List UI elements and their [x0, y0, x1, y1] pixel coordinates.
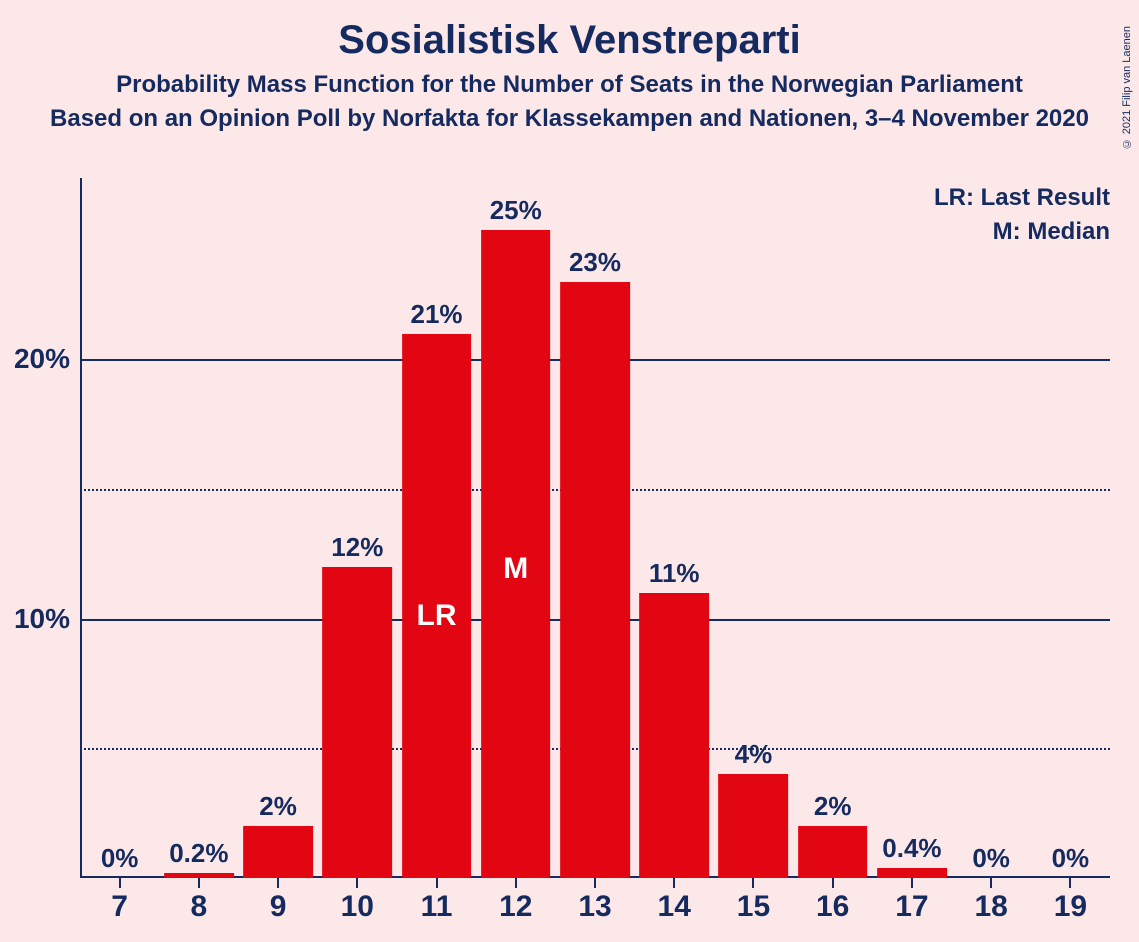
bar: 2%: [798, 826, 868, 878]
bar: 4%: [719, 774, 789, 878]
x-tick: [673, 878, 675, 888]
x-axis-label: 16: [816, 890, 849, 924]
bar-value-label: 21%: [411, 299, 463, 330]
chart-area: LR: Last Result M: Median 10%20% 0%0.2%2…: [80, 178, 1110, 878]
bar-slot: 2%: [793, 178, 872, 878]
bar-slot: 0%: [80, 178, 159, 878]
bar-value-label: 0.2%: [169, 838, 228, 869]
x-tick: [119, 878, 121, 888]
bar: 23%: [560, 282, 630, 878]
x-tick: [436, 878, 438, 888]
x-axis-label: 14: [658, 890, 691, 924]
chart-title: Sosialistisk Venstreparti: [0, 18, 1139, 63]
bar-slot: 0.4%: [872, 178, 951, 878]
bar-slot: 21% LR: [397, 178, 476, 878]
bar: 21%LR: [402, 334, 472, 878]
bar-slot: 12%: [318, 178, 397, 878]
bar-value-label: 11%: [649, 558, 700, 589]
bar-value-label: 4%: [735, 739, 773, 770]
bar-slot: 11%: [635, 178, 714, 878]
x-axis-label: 17: [895, 890, 928, 924]
chart-subtitle-2: Based on an Opinion Poll by Norfakta for…: [0, 105, 1139, 133]
chart-subtitle-1: Probability Mass Function for the Number…: [0, 71, 1139, 99]
x-tick: [911, 878, 913, 888]
bar-value-label: 2%: [814, 791, 852, 822]
x-tick: [356, 878, 358, 888]
x-tick: [1069, 878, 1071, 888]
copyright-text: © 2021 Filip van Laenen: [1121, 26, 1133, 149]
bar-value-label: 2%: [259, 791, 297, 822]
bar-value-label: 12%: [331, 532, 383, 563]
x-tick: [198, 878, 200, 888]
x-axis-label: 8: [191, 890, 208, 924]
bar-slot: 23%: [555, 178, 634, 878]
bar-value-label: 0%: [972, 843, 1010, 874]
x-tick: [515, 878, 517, 888]
bar-slot: 2%: [238, 178, 317, 878]
bar: 11%: [639, 593, 709, 878]
bar-value-label: 0%: [101, 843, 139, 874]
x-axis-label: 15: [737, 890, 770, 924]
bar-value-label: 23%: [569, 247, 621, 278]
bar-slot: 0%: [1031, 178, 1110, 878]
bar: 12%: [322, 567, 392, 878]
bar: 0.4%: [877, 868, 947, 878]
bars-container: 0%0.2%2%12%21%LR25%M23%11%4%2%0.4%0%0%: [80, 178, 1110, 878]
bar-value-label: 25%: [490, 195, 542, 226]
bar-value-label: 0.4%: [882, 833, 941, 864]
x-tick: [832, 878, 834, 888]
x-tick: [277, 878, 279, 888]
bar-slot: 4%: [714, 178, 793, 878]
bar-slot: 0%: [952, 178, 1031, 878]
x-axis-label: 12: [499, 890, 532, 924]
bar-inner-label: M: [503, 552, 528, 586]
x-axis-label: 10: [341, 890, 374, 924]
x-tick: [752, 878, 754, 888]
bar: 2%: [243, 826, 313, 878]
x-axis-label: 11: [421, 890, 453, 924]
y-axis-label: 10%: [14, 603, 70, 635]
y-axis-label: 20%: [14, 343, 70, 375]
x-tick: [990, 878, 992, 888]
x-tick: [594, 878, 596, 888]
bar-value-label: 0%: [1052, 843, 1090, 874]
bar-inner-label: LR: [417, 599, 457, 633]
bar: 25%M: [481, 230, 551, 878]
x-axis-label: 18: [974, 890, 1007, 924]
bar-slot: 25% M: [476, 178, 555, 878]
x-axis-label: 9: [270, 890, 287, 924]
x-axis-label: 7: [111, 890, 128, 924]
bar-slot: 0.2%: [159, 178, 238, 878]
x-axis-label: 19: [1054, 890, 1087, 924]
x-axis-label: 13: [578, 890, 611, 924]
